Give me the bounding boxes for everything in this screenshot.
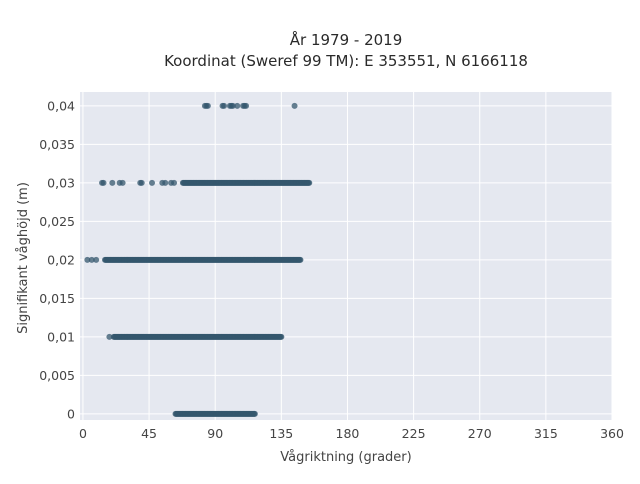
y-tick-label: 0,035 [39, 137, 75, 152]
y-tick-label: 0,04 [47, 98, 75, 113]
data-points [84, 102, 313, 417]
data-point [291, 102, 298, 109]
data-point [109, 179, 116, 186]
x-tick-label: 45 [141, 426, 157, 441]
data-point [93, 256, 100, 263]
x-tick-label: 270 [468, 426, 492, 441]
y-axis-ticks: 0 0,005 0,01 0,015 0,02 0,025 0,03 0,035 0,04 [39, 98, 75, 421]
data-point [84, 256, 91, 263]
data-point [106, 333, 113, 340]
x-tick-label: 0 [79, 426, 87, 441]
data-point [221, 102, 228, 109]
y-tick-label: 0,01 [47, 329, 75, 344]
x-tick-label: 90 [207, 426, 223, 441]
data-point [251, 410, 258, 417]
x-axis-label: Vågriktning (grader) [280, 450, 411, 465]
x-tick-label: 225 [402, 426, 426, 441]
y-axis-label: Signifikant våghöjd (m) [16, 182, 31, 334]
data-point [171, 179, 178, 186]
data-point [119, 179, 126, 186]
data-point [100, 179, 107, 186]
x-tick-label: 135 [269, 426, 293, 441]
y-tick-label: 0,03 [47, 175, 75, 190]
y-tick-label: 0,005 [39, 368, 75, 383]
data-point [297, 256, 304, 263]
x-axis-ticks: 0 45 90 135 180 225 270 315 360 [79, 426, 624, 441]
x-tick-label: 315 [534, 426, 558, 441]
chart-subtitle: Koordinat (Sweref 99 TM): E 353551, N 61… [164, 52, 528, 70]
data-point [278, 333, 285, 340]
data-point [149, 179, 156, 186]
data-point [138, 179, 145, 186]
plot-area [80, 92, 612, 420]
data-point [204, 102, 211, 109]
data-point [243, 102, 250, 109]
x-tick-label: 180 [336, 426, 360, 441]
y-tick-label: 0,02 [47, 252, 75, 267]
y-tick-label: 0,025 [39, 214, 75, 229]
y-tick-label: 0,015 [39, 291, 75, 306]
data-point [306, 179, 313, 186]
data-point [234, 102, 241, 109]
data-point [229, 102, 236, 109]
data-point [162, 179, 169, 186]
chart-title: År 1979 - 2019 [290, 30, 403, 49]
x-tick-label: 360 [600, 426, 624, 441]
y-tick-label: 0 [67, 406, 75, 421]
data-point [88, 256, 95, 263]
